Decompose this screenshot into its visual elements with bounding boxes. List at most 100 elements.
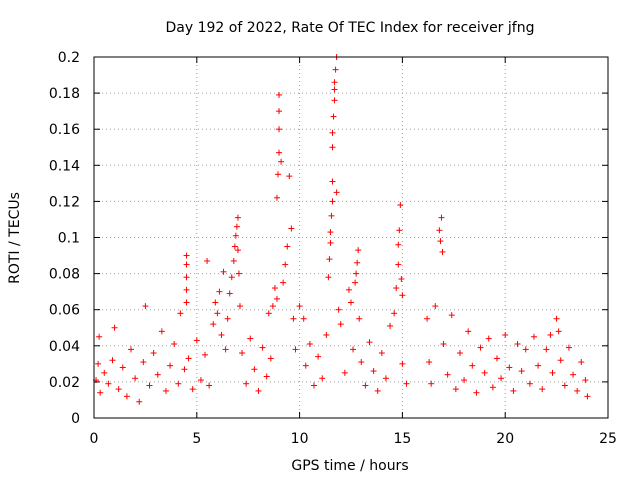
data-point	[329, 129, 336, 136]
data-point	[382, 375, 389, 382]
data-point	[197, 377, 204, 384]
data-point	[327, 229, 334, 236]
data-point	[136, 398, 143, 405]
data-point	[282, 261, 289, 268]
data-point	[557, 357, 564, 364]
data-point	[183, 286, 190, 293]
data-point	[214, 310, 221, 317]
y-tick-label: 0.12	[49, 194, 80, 210]
data-point	[428, 380, 435, 387]
data-point	[271, 285, 278, 292]
data-point	[332, 66, 339, 73]
data-point	[348, 299, 354, 306]
data-point	[202, 351, 209, 358]
data-point	[326, 256, 333, 263]
data-point	[440, 340, 447, 347]
data-point	[276, 108, 283, 115]
data-point	[189, 386, 196, 393]
data-point	[218, 331, 225, 338]
data-point	[150, 350, 157, 357]
data-point	[162, 387, 169, 394]
data-point	[236, 303, 243, 310]
data-point	[438, 214, 445, 221]
data-point	[514, 340, 521, 347]
data-point	[481, 369, 488, 376]
data-point	[234, 247, 241, 254]
data-point	[123, 393, 130, 400]
data-point	[96, 333, 103, 340]
data-point	[128, 346, 135, 353]
x-tick-label: 0	[90, 431, 99, 447]
data-point	[109, 357, 116, 364]
data-point	[177, 310, 184, 317]
data-point	[518, 368, 525, 375]
data-point	[206, 382, 213, 389]
data-point	[146, 382, 153, 389]
data-point	[397, 202, 404, 209]
x-tick-label: 15	[393, 431, 411, 447]
data-point	[399, 292, 406, 299]
data-point	[543, 346, 550, 353]
data-point	[185, 355, 192, 362]
data-point	[183, 274, 190, 281]
data-points	[93, 54, 591, 405]
data-point	[269, 303, 276, 310]
chart-title: Day 192 of 2022, Rate Of TEC Index for r…	[166, 20, 535, 36]
data-point	[437, 238, 444, 245]
data-point	[330, 113, 337, 120]
data-point	[255, 387, 262, 394]
data-point	[228, 274, 235, 281]
data-point	[331, 97, 338, 104]
data-point	[337, 321, 344, 328]
data-point	[549, 369, 556, 376]
data-point	[335, 306, 342, 313]
data-point	[399, 360, 406, 367]
data-point	[366, 339, 373, 346]
data-point	[439, 248, 446, 255]
y-tick-label: 0	[71, 411, 80, 427]
data-point	[319, 375, 326, 382]
data-point	[142, 303, 149, 310]
data-point	[498, 375, 505, 382]
data-point	[292, 346, 299, 353]
x-tick-label: 25	[599, 431, 617, 447]
data-point	[300, 315, 307, 322]
data-point	[436, 227, 443, 234]
data-point	[341, 369, 348, 376]
data-point	[220, 268, 227, 275]
data-point	[574, 387, 581, 394]
data-point	[452, 386, 459, 393]
data-point	[510, 387, 517, 394]
gridlines	[94, 57, 608, 418]
data-point	[111, 324, 118, 331]
data-point	[553, 315, 560, 322]
data-point	[578, 359, 585, 366]
data-point	[97, 389, 104, 396]
data-point	[158, 328, 165, 335]
data-point	[465, 328, 472, 335]
data-point	[233, 223, 240, 230]
data-point	[306, 340, 313, 347]
data-point	[132, 375, 139, 382]
data-point	[329, 198, 336, 205]
data-point	[232, 232, 239, 239]
y-tick-label: 0.1	[58, 231, 80, 247]
data-point	[183, 252, 190, 259]
data-point	[290, 315, 297, 322]
data-point	[286, 173, 293, 180]
data-point	[444, 371, 451, 378]
data-point	[328, 212, 335, 219]
data-point	[115, 386, 122, 393]
data-point	[105, 380, 112, 387]
data-point	[355, 247, 362, 254]
data-point	[154, 371, 161, 378]
data-point	[247, 335, 254, 342]
data-point	[181, 366, 188, 373]
data-point	[352, 279, 359, 286]
data-point	[95, 360, 102, 367]
data-point	[329, 144, 336, 151]
data-point	[175, 380, 182, 387]
data-point	[235, 270, 242, 277]
data-point	[570, 371, 577, 378]
